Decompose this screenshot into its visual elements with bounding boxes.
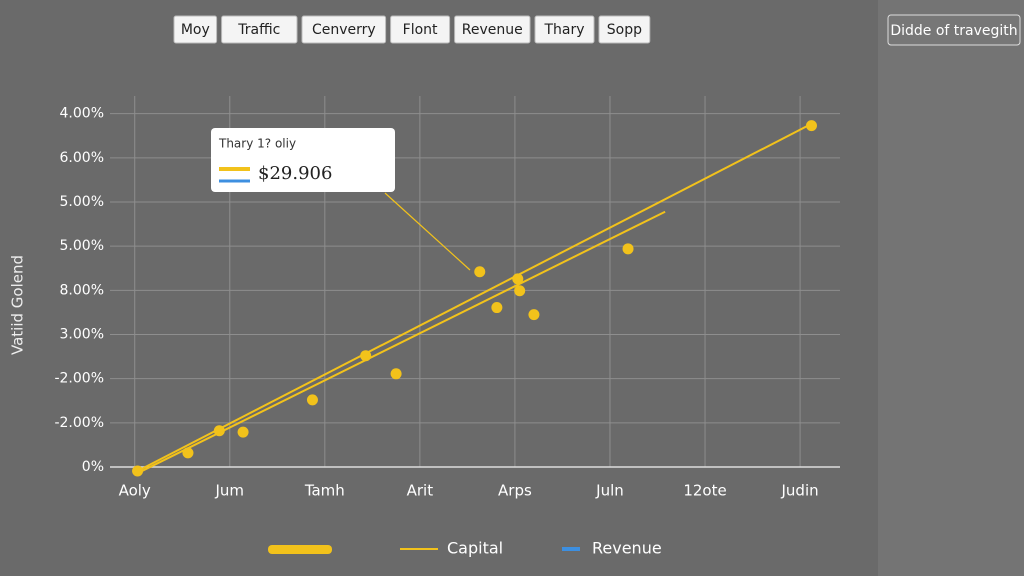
side-panel (878, 0, 1024, 576)
point (491, 302, 503, 314)
point (474, 266, 486, 278)
tooltip-value: $29.906 (258, 163, 332, 184)
y-tick-label: 5.00% (60, 194, 104, 210)
x-tick-label: Tamh (304, 482, 345, 500)
point (182, 447, 194, 459)
x-tick-label: Aoly (119, 482, 151, 500)
x-tick-label: Juln (595, 482, 624, 500)
x-tick-label: 12ote (683, 482, 726, 500)
side-button-label: Didde of travegith (890, 23, 1017, 39)
side-button[interactable] (887, 14, 1021, 46)
point (306, 394, 318, 406)
point (360, 350, 372, 362)
point (132, 465, 144, 477)
y-tick-label: -2.00% (54, 415, 104, 431)
point (805, 120, 817, 132)
legend-label: Capital (447, 539, 503, 558)
tab-label: Cenverry (312, 22, 376, 38)
main-panel (0, 0, 878, 576)
tab-label: Revenue (462, 22, 523, 38)
tab[interactable] (301, 15, 387, 44)
trend-line (137, 210, 666, 475)
point (514, 285, 526, 297)
y-tick-label: 4.00% (60, 106, 104, 122)
line (137, 122, 812, 472)
plot: 0% -2.00% -2.00% 3.00% 8.00% 5.00% 5.00% 6.00% 4… (54, 96, 840, 500)
point (237, 426, 249, 438)
tab[interactable] (598, 15, 651, 44)
x-tick-label: Arps (498, 482, 532, 500)
tooltip-title: Thary 1? oliy (218, 137, 296, 151)
legend-label: Revenue (592, 539, 662, 558)
legend: Capital Revenue (400, 539, 662, 558)
legend-bar (268, 545, 332, 554)
tab[interactable] (534, 15, 595, 44)
tab[interactable] (221, 15, 298, 44)
y-axis-label: Vatiid Golend (9, 255, 27, 355)
y-tick-label: 3.00% (60, 327, 104, 343)
tooltip (211, 128, 395, 192)
tab[interactable] (173, 15, 218, 44)
y-tick-label: -2.00% (54, 371, 104, 387)
y-tick-label: 5.00% (60, 238, 104, 254)
tab-label: Traffic (237, 22, 280, 38)
tab-label: Thary (543, 22, 584, 38)
y-tick-label: 6.00% (60, 150, 104, 166)
point (213, 425, 225, 437)
tab[interactable] (454, 15, 531, 44)
tab-bar: Moy Traffic Cenverry Flont Revenue Thary Sopp (173, 15, 651, 44)
tab[interactable] (390, 15, 451, 44)
point (528, 309, 540, 321)
x-tick-label: Arit (407, 482, 434, 500)
point (622, 243, 634, 255)
y-tick-label: 8.00% (60, 282, 104, 298)
x-tick-label: Jum (214, 482, 244, 500)
point (512, 273, 524, 285)
point (390, 368, 402, 380)
x-tick-label: Judin (781, 482, 819, 500)
y-tick-label: 0% (82, 459, 104, 475)
tab-label: Moy (181, 22, 210, 38)
tooltip-connector (384, 192, 471, 271)
tab-label: Flont (403, 22, 438, 38)
tab-label: Sopp (607, 22, 642, 38)
